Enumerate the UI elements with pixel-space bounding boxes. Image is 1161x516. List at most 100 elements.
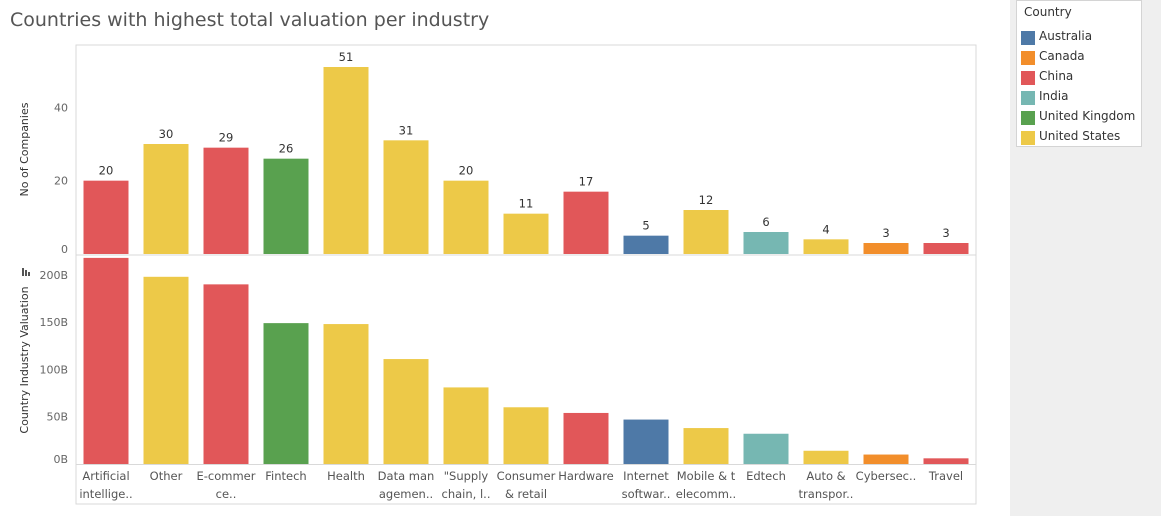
bar xyxy=(83,180,129,254)
y-axis-title: Country Industry Valuation xyxy=(18,286,31,433)
legend-swatch xyxy=(1021,71,1035,85)
legend-label: Australia xyxy=(1039,29,1093,43)
legend-item[interactable]: India xyxy=(1021,88,1139,106)
legend-item[interactable]: United Kingdom xyxy=(1021,108,1139,126)
chart-canvas: 0 20 40 No of Companies 20 30 29 26 51 31 20 11 17 5 1… xyxy=(18,44,977,505)
y-tick-label: 20 xyxy=(54,175,68,188)
category-label: Mobile & t xyxy=(677,469,736,483)
category-label: agemen.. xyxy=(379,487,433,501)
bar xyxy=(743,433,789,464)
data-label: 3 xyxy=(942,226,949,240)
legend-label: China xyxy=(1039,69,1074,83)
chart-title: Countries with highest total valuation p… xyxy=(10,9,490,31)
legend-label: India xyxy=(1039,89,1069,103)
data-label: 20 xyxy=(99,164,114,178)
data-label: 26 xyxy=(279,142,294,156)
data-label: 6 xyxy=(762,215,769,229)
data-label: 51 xyxy=(339,50,354,64)
data-label: 5 xyxy=(642,219,649,233)
bar xyxy=(443,180,489,254)
sort-icon-bar xyxy=(22,268,24,276)
y-tick-label: 100B xyxy=(39,363,68,376)
category-label: Health xyxy=(327,469,365,483)
bar xyxy=(683,428,729,464)
bar xyxy=(743,232,789,254)
bar xyxy=(323,324,369,464)
category-label: Edtech xyxy=(746,469,786,483)
category-label: intellige.. xyxy=(79,487,132,501)
data-label: 3 xyxy=(882,226,889,240)
bar xyxy=(83,257,129,464)
y-axis-title: No of Companies xyxy=(18,102,31,196)
category-label: Consumer xyxy=(497,469,556,483)
bar xyxy=(563,412,609,464)
legend-swatch xyxy=(1021,31,1035,45)
category-label: Auto & xyxy=(806,469,845,483)
legend-item[interactable]: Australia xyxy=(1021,28,1139,46)
sort-icon-bar xyxy=(25,270,27,276)
bar xyxy=(683,210,729,254)
bar xyxy=(263,158,309,254)
sort-icon-bar xyxy=(28,272,30,276)
category-label: transpor.. xyxy=(799,487,854,501)
category-label: Hardware xyxy=(558,469,614,483)
legend-swatch xyxy=(1021,111,1035,125)
category-label: chain, l.. xyxy=(442,487,491,501)
bar xyxy=(923,243,969,254)
bar xyxy=(863,243,909,254)
legend-title: Country xyxy=(1024,5,1072,19)
bar xyxy=(563,191,609,254)
data-label: 12 xyxy=(699,193,714,207)
plot-frame xyxy=(75,44,977,505)
bar xyxy=(623,235,669,254)
legend-swatch xyxy=(1021,131,1035,145)
legend-item[interactable]: Canada xyxy=(1021,48,1139,66)
y-tick-label: 0B xyxy=(53,453,68,466)
bar xyxy=(203,147,249,254)
category-label: Cybersec.. xyxy=(856,469,917,483)
bar xyxy=(143,144,189,254)
data-label: 11 xyxy=(519,197,534,211)
category-label: Internet xyxy=(623,469,669,483)
data-label: 31 xyxy=(399,123,414,137)
category-label: elecomm.. xyxy=(676,487,736,501)
data-label: 30 xyxy=(159,127,174,141)
y-tick-label: 0 xyxy=(61,243,68,256)
legend-swatch xyxy=(1021,91,1035,105)
category-label: Data man xyxy=(378,469,435,483)
y-tick-label: 40 xyxy=(54,101,68,114)
bar xyxy=(203,284,249,464)
legend-label: Canada xyxy=(1039,49,1085,63)
sort-icon xyxy=(22,268,30,276)
country-legend[interactable]: Country Australia Canada China India United … xyxy=(1016,0,1142,147)
data-label: 29 xyxy=(219,131,234,145)
category-label: E-commer xyxy=(197,469,256,483)
data-label: 17 xyxy=(579,175,594,189)
bar xyxy=(503,213,549,254)
bar xyxy=(623,419,669,464)
bar xyxy=(803,239,849,254)
category-label: Fintech xyxy=(265,469,306,483)
category-label: ce.. xyxy=(216,487,237,501)
bar xyxy=(923,458,969,464)
bar xyxy=(863,454,909,464)
bar xyxy=(383,140,429,254)
y-tick-label: 150B xyxy=(39,316,68,329)
bar xyxy=(383,359,429,464)
legend-item[interactable]: China xyxy=(1021,68,1139,86)
legend-label: United States xyxy=(1039,129,1121,143)
bar xyxy=(443,387,489,464)
legend-swatch xyxy=(1021,51,1035,65)
category-label: & retail xyxy=(505,487,547,501)
bar xyxy=(143,276,189,464)
y-tick-label: 50B xyxy=(46,411,68,424)
data-label: 4 xyxy=(822,222,829,236)
category-label: Artificial xyxy=(82,469,129,483)
legend-item[interactable]: United States xyxy=(1021,128,1139,146)
category-label: softwar.. xyxy=(622,487,671,501)
bar xyxy=(503,407,549,464)
bar xyxy=(263,323,309,464)
category-label: "Supply xyxy=(444,469,489,483)
category-label: Travel xyxy=(928,469,963,483)
legend-label: United Kingdom xyxy=(1039,109,1136,123)
